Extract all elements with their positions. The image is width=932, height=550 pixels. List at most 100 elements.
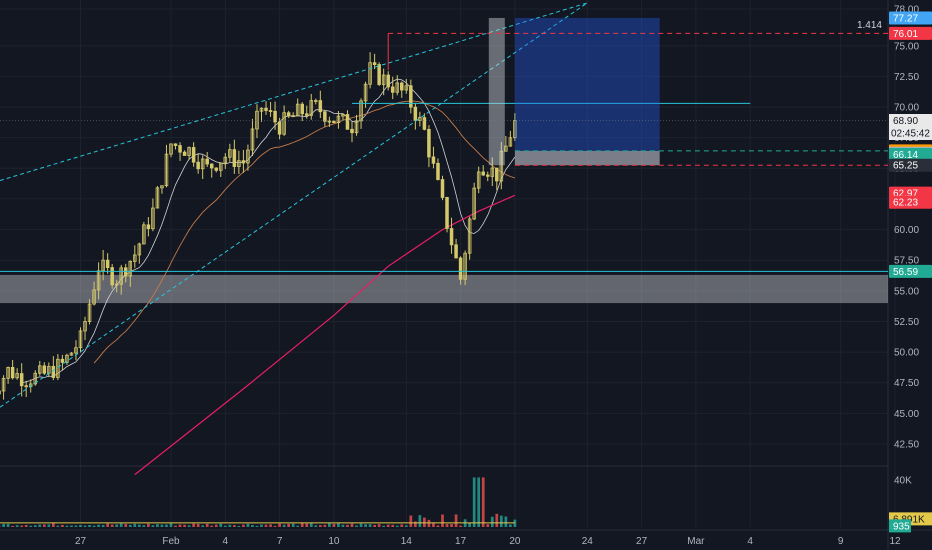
volume-bar — [377, 524, 381, 527]
price-tick-label: 72.50 — [894, 72, 919, 83]
candle-body — [1, 377, 6, 392]
volume-bar — [441, 514, 444, 527]
candle-body — [191, 147, 196, 163]
candle-body — [187, 147, 191, 156]
volume-bar — [255, 525, 259, 527]
ma-mid-line — [93, 100, 516, 364]
candle-body — [490, 167, 495, 177]
volume-bar — [413, 521, 417, 527]
price-tick-label: 45.00 — [894, 409, 919, 420]
position-ratio-label: 1.414 — [857, 20, 882, 31]
candle-body — [282, 112, 286, 135]
candle-body — [65, 354, 69, 363]
candle-body — [74, 347, 78, 354]
candle-body — [422, 117, 427, 130]
candles — [0, 52, 517, 400]
volume-bar — [42, 524, 46, 527]
price-badge: 76.01 — [893, 29, 918, 40]
volume-bar — [251, 524, 254, 527]
candle-body — [449, 228, 454, 246]
volume-bar — [142, 525, 146, 527]
volume-bar — [2, 523, 5, 527]
volume-bar — [296, 525, 300, 527]
candle-body — [155, 187, 160, 209]
candle-body — [196, 161, 200, 170]
price-tick-label: 78.00 — [894, 5, 919, 16]
price-tick-label: 52.50 — [894, 317, 919, 328]
support-zone-rect — [0, 274, 888, 304]
candle-body — [101, 259, 105, 272]
volume-bar — [210, 525, 214, 527]
volume-bar — [278, 523, 281, 527]
price-badge: 56.59 — [893, 267, 918, 278]
volume-bar — [269, 524, 272, 527]
candle-body — [232, 149, 237, 167]
price-badge: 62.23 — [893, 198, 918, 209]
volume-bar — [160, 524, 164, 527]
volume-bar — [328, 523, 331, 527]
volume-bar — [291, 523, 295, 527]
volume-bar — [436, 525, 440, 527]
candle-body — [481, 171, 485, 176]
volume-bar — [124, 523, 128, 527]
time-tick-label: 4 — [747, 536, 753, 547]
candle-body — [259, 107, 264, 112]
volume-bar — [314, 525, 318, 527]
volume-bar — [232, 525, 236, 527]
volume-bar — [101, 525, 105, 527]
price-badge: 77.27 — [893, 13, 918, 24]
volume-bar — [309, 523, 313, 527]
candle-body — [219, 162, 223, 171]
volume-bar — [490, 516, 494, 527]
candle-body — [295, 103, 300, 117]
volume-bar — [382, 525, 386, 527]
volume-bar — [409, 515, 413, 527]
volume-bar — [79, 524, 82, 527]
candle-body — [268, 110, 273, 112]
candle-body — [237, 160, 241, 167]
candle-body — [400, 82, 404, 91]
candle-body — [345, 114, 350, 130]
time-tick-label: 12 — [889, 536, 901, 547]
volume-bar — [468, 522, 472, 527]
channel-upper-line — [0, 2, 588, 182]
candle-body — [277, 121, 282, 135]
time-tick-label: 4 — [223, 536, 229, 547]
candle-body — [42, 365, 47, 374]
volume-bar — [128, 524, 132, 527]
volume-bar — [92, 525, 96, 527]
candle-body — [56, 358, 60, 378]
volume-bar — [472, 477, 476, 527]
volume-bar — [169, 523, 173, 527]
time-tick-label: 14 — [401, 536, 413, 547]
volume-bar — [427, 519, 431, 527]
volume-bar — [151, 525, 155, 527]
volume-bar — [499, 515, 503, 527]
candle-body — [92, 289, 96, 305]
volume-bar — [305, 523, 309, 527]
candle-body — [214, 167, 219, 171]
candle-body — [372, 62, 377, 65]
volume-bar — [24, 524, 28, 527]
candle-body — [499, 150, 504, 182]
candle-body — [508, 137, 513, 147]
price-badge-bg — [889, 147, 932, 161]
price-tick-label: 42.50 — [894, 440, 919, 451]
candle-body — [151, 207, 155, 230]
candle-body — [255, 110, 259, 130]
volume-bar — [174, 525, 177, 527]
volume-bar — [15, 525, 19, 527]
volume-bar — [119, 523, 123, 527]
candle-body — [454, 244, 458, 259]
candle-body — [368, 62, 372, 85]
candle-body — [182, 151, 187, 156]
candle-body — [69, 352, 74, 356]
time-tick-label: Feb — [162, 536, 180, 547]
candle-body — [332, 120, 336, 124]
volume-bar — [477, 477, 481, 527]
candle-body — [327, 120, 332, 123]
candle-body — [105, 259, 110, 269]
candle-body — [142, 224, 146, 245]
candle-body — [386, 74, 390, 88]
